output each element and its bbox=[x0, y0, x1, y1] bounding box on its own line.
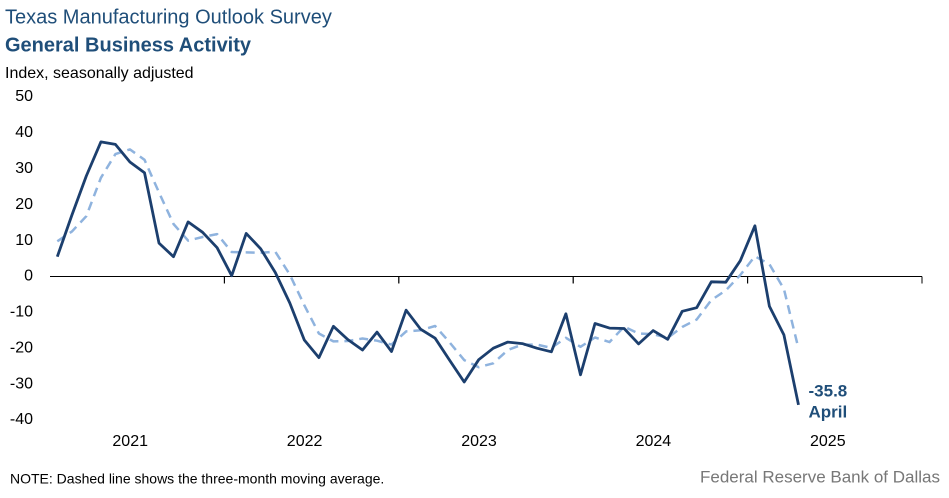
y-tick-label: -10 bbox=[10, 304, 33, 321]
y-axis-label: Index, seasonally adjusted bbox=[5, 65, 194, 82]
x-tick-label: 2025 bbox=[810, 433, 846, 450]
y-tick-label: 10 bbox=[15, 232, 33, 249]
value-label: -35.8 bbox=[809, 381, 848, 400]
note: NOTE: Dashed line shows the three-month … bbox=[10, 471, 384, 487]
moving-average-line bbox=[56, 148, 800, 369]
y-tick-label: -20 bbox=[10, 339, 33, 356]
index-line bbox=[55, 140, 800, 406]
y-tick-label: 30 bbox=[15, 160, 33, 177]
x-tick-label: 2023 bbox=[461, 433, 497, 450]
y-tick-label: 0 bbox=[24, 268, 33, 285]
annotation: April bbox=[809, 402, 848, 421]
chart-subtitle: General Business Activity bbox=[5, 34, 252, 56]
y-tick-label: 50 bbox=[15, 88, 33, 105]
x-tick-label: 2024 bbox=[636, 433, 672, 450]
y-tick-label: -40 bbox=[10, 411, 33, 428]
x-tick-label: 2021 bbox=[112, 433, 148, 450]
chart-title: Texas Manufacturing Outlook Survey bbox=[5, 6, 332, 28]
source: Federal Reserve Bank of Dallas bbox=[700, 467, 940, 486]
x-tick-label: 2022 bbox=[287, 433, 323, 450]
y-tick-label: 20 bbox=[15, 196, 33, 213]
y-tick-label: 40 bbox=[15, 124, 33, 141]
y-tick-label: -30 bbox=[10, 375, 33, 392]
